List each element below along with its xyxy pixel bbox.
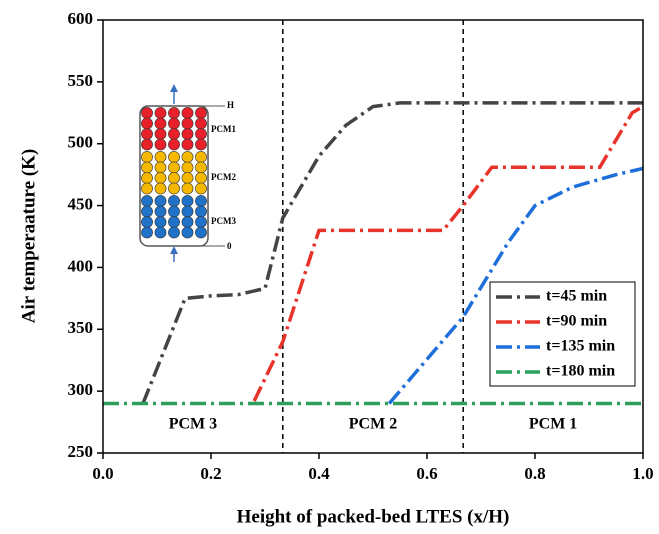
arrow-head: [170, 84, 178, 92]
x-tick-label: 0.8: [524, 464, 545, 483]
legend-box: [489, 281, 636, 387]
x-tick-label: 0.6: [416, 464, 437, 483]
inset: H PCM1 PCM2 PCM3 0: [139, 84, 236, 262]
inset-balls: [141, 107, 207, 239]
plot-frame: [102, 19, 644, 454]
ball: [181, 205, 194, 218]
ball: [141, 205, 153, 218]
ball: [141, 195, 153, 207]
ball: [195, 195, 207, 207]
ball: [168, 216, 180, 228]
ball: [181, 226, 194, 239]
ball: [181, 138, 194, 151]
ball: [141, 226, 153, 239]
region-label: PCM 1: [529, 416, 577, 433]
ball: [141, 172, 153, 184]
ball: [195, 107, 207, 119]
inset-label: PCM1: [211, 124, 236, 134]
ball: [195, 151, 207, 163]
ball: [181, 151, 194, 163]
ball: [168, 151, 180, 163]
ball: [168, 117, 180, 130]
ball: [168, 138, 180, 151]
ball: [154, 151, 167, 163]
ball: [181, 128, 194, 140]
inset-label: H: [227, 100, 234, 110]
region-label: PCM 3: [169, 416, 217, 433]
ball: [181, 216, 194, 228]
series-line: [387, 166, 644, 405]
ball: [168, 172, 180, 184]
ball: [154, 205, 167, 218]
y-tick-label: 500: [68, 133, 94, 152]
ball: [181, 117, 194, 130]
ball: [168, 161, 180, 174]
ball: [168, 128, 180, 140]
ball: [154, 128, 167, 140]
series-line: [252, 105, 644, 402]
ball: [168, 182, 180, 195]
ball: [195, 138, 207, 151]
ball: [195, 117, 207, 130]
ball: [154, 182, 167, 195]
y-axis-label: Air temperaature (K): [18, 149, 39, 323]
inset-label: PCM2: [211, 172, 236, 182]
ball: [141, 107, 153, 119]
ball: [195, 205, 207, 218]
x-tick-label: 0.0: [92, 464, 113, 483]
ball: [141, 117, 153, 130]
legend-label: t=90 min: [546, 313, 607, 330]
ball: [154, 216, 167, 228]
inset-label: 0: [227, 241, 232, 251]
y-tick-label: 400: [68, 256, 94, 275]
ball: [154, 138, 167, 151]
y-tick-label: 600: [68, 9, 94, 28]
legend-label: t=135 min: [546, 338, 615, 355]
legend-label: t=180 min: [546, 363, 615, 380]
ball: [154, 161, 167, 174]
ball: [154, 226, 167, 239]
y-tick-label: 550: [68, 71, 94, 90]
region-label: PCM 2: [349, 416, 397, 433]
ball: [181, 182, 194, 195]
ball: [154, 172, 167, 184]
ball: [141, 182, 153, 195]
ball: [195, 161, 207, 174]
x-tick-label: 0.4: [308, 464, 330, 483]
x-axis-label: Height of packed-bed LTES (x/H): [237, 506, 510, 527]
y-tick-label: 450: [68, 194, 94, 213]
arrow-head: [170, 246, 178, 254]
series-line: [141, 101, 643, 405]
ball: [181, 161, 194, 174]
inset-label: PCM3: [211, 216, 236, 226]
ball: [195, 128, 207, 140]
ball: [195, 182, 207, 195]
ball: [181, 107, 194, 119]
y-tick-label: 350: [68, 318, 94, 337]
ball: [181, 172, 194, 184]
ball: [141, 128, 153, 140]
ball: [154, 107, 167, 119]
ball: [141, 138, 153, 151]
x-tick-label: 0.2: [200, 464, 221, 483]
ball: [154, 195, 167, 207]
ball: [141, 151, 153, 163]
ball: [181, 195, 194, 207]
ball: [154, 117, 167, 130]
ball: [168, 107, 180, 119]
ball: [195, 226, 207, 239]
y-tick-label: 300: [68, 380, 94, 399]
x-tick-label: 1.0: [632, 464, 653, 483]
y-tick-label: 250: [68, 442, 94, 461]
ball: [195, 172, 207, 184]
legend-label: t=45 min: [546, 288, 607, 305]
ball: [141, 216, 153, 228]
ball: [168, 226, 180, 239]
ball: [168, 195, 180, 207]
ball: [195, 216, 207, 228]
ball: [168, 205, 180, 218]
ball: [141, 161, 153, 174]
